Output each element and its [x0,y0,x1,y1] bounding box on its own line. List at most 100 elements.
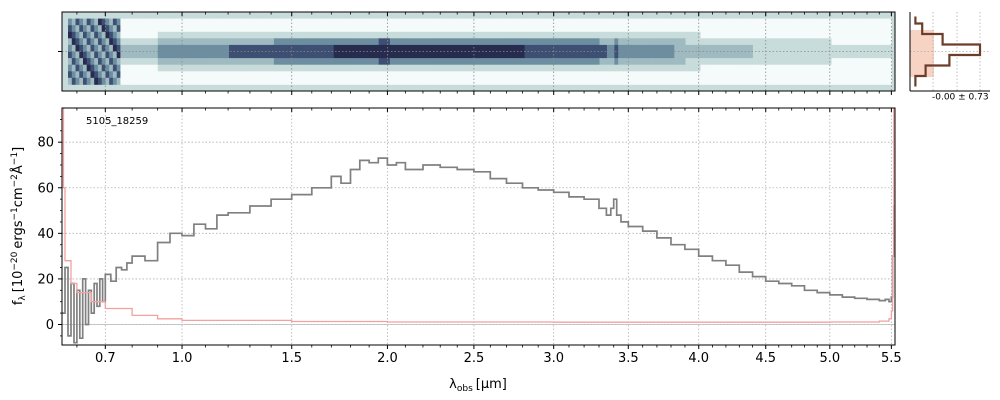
heatmap-cell [760,31,765,39]
heatmap-cell [348,58,353,66]
heatmap-cell [610,38,615,46]
heatmap-cell [285,58,290,66]
heatmap-cell [127,31,133,39]
heatmap-cell [681,38,687,46]
heatmap-cell [378,71,383,79]
heatmap-cell [135,64,140,72]
heatmap-cell [206,51,211,59]
heatmap-cell [172,44,178,52]
heatmap-cell [184,25,189,33]
heatmap-cell [210,38,215,46]
heatmap-cell [221,71,226,79]
heatmap-cell [588,31,593,39]
heatmap-cell [797,64,803,72]
heatmap-cell [116,38,121,46]
heatmap-cell [737,44,743,52]
heatmap-cell [681,58,687,66]
heatmap-cell [809,71,814,79]
heatmap-cell [345,44,350,52]
heatmap-cell [285,44,290,52]
heatmap-cell [401,77,406,85]
heatmap-cell [453,51,458,59]
heatmap-cell [68,51,73,59]
heatmap-cell [472,77,477,85]
heatmap-cell [157,18,163,26]
heatmap-cell [300,31,305,39]
heatmap-cell [887,51,892,59]
heatmap-cell [730,51,735,59]
heatmap-cell [161,31,166,39]
heatmap-cell [633,71,638,79]
heatmap-cell [595,38,600,46]
heatmap-cell [330,38,335,46]
heatmap-cell [794,18,799,26]
heatmap-cell [431,64,436,72]
heatmap-cell [498,51,503,59]
heatmap-cell [685,31,690,39]
spectrum-2d-ticks [58,12,892,95]
heatmap-cell [172,58,178,66]
heatmap-cell [775,31,780,39]
heatmap-cell [236,71,241,79]
heatmap-cell [79,31,84,39]
heatmap-cell [767,77,773,85]
heatmap-cell [573,44,578,52]
heatmap-cell [868,58,874,66]
heatmap-cell [681,77,687,85]
heatmap-cell [640,38,645,46]
heatmap-cell [782,64,788,72]
heatmap-cell [307,58,312,66]
heatmap-cell [255,64,260,72]
heatmap-cell [483,77,488,85]
heatmap-cell [524,71,529,79]
heatmap-cell [79,77,84,85]
heatmap-cell [288,31,294,39]
heatmap-cell [214,77,219,85]
heatmap-cell [824,44,829,52]
heatmap-cell [824,38,829,46]
heatmap-cell [711,64,716,72]
heatmap-cell [782,31,788,39]
heatmap-cell [311,51,316,59]
heatmap-cell [490,71,496,79]
heatmap-cell [251,51,256,59]
heatmap-cell [83,44,88,52]
heatmap-cell [172,31,178,39]
heatmap-cell [723,25,728,33]
heatmap-cell [457,31,462,39]
heatmap-cell [535,71,541,79]
heatmap-cell [79,18,84,26]
heatmap-cell [382,64,387,72]
heatmap-cell [558,64,563,72]
heatmap-cell [434,31,440,39]
heatmap-cell [663,25,668,33]
heatmap-cell [288,71,294,79]
heatmap-cell [307,64,312,72]
heatmap-cell [494,25,499,33]
heatmap-cell [124,18,129,26]
heatmap-cell [592,77,597,85]
heatmap-cell [127,18,133,26]
heatmap-cell [794,25,799,33]
heatmap-cell [779,31,784,39]
heatmap-cell [101,31,106,39]
heatmap-cell [850,44,855,52]
heatmap-cell [386,25,391,33]
heatmap-cell [599,25,604,33]
heatmap-cell [835,44,840,52]
heatmap-cell [558,71,563,79]
heatmap-cell [580,44,586,52]
heatmap-cell [865,31,870,39]
heatmap-cell [513,25,518,33]
heatmap-cell [154,25,159,33]
heatmap-cell [580,31,586,39]
heatmap-cell [767,44,773,52]
heatmap-cell [98,25,103,33]
heatmap-cell [629,71,634,79]
heatmap-cell [374,25,380,33]
heatmap-cell [775,25,780,33]
heatmap-cell [199,38,204,46]
heatmap-cell [229,38,234,46]
heatmap-cell [719,44,724,52]
heatmap-cell [232,44,237,52]
